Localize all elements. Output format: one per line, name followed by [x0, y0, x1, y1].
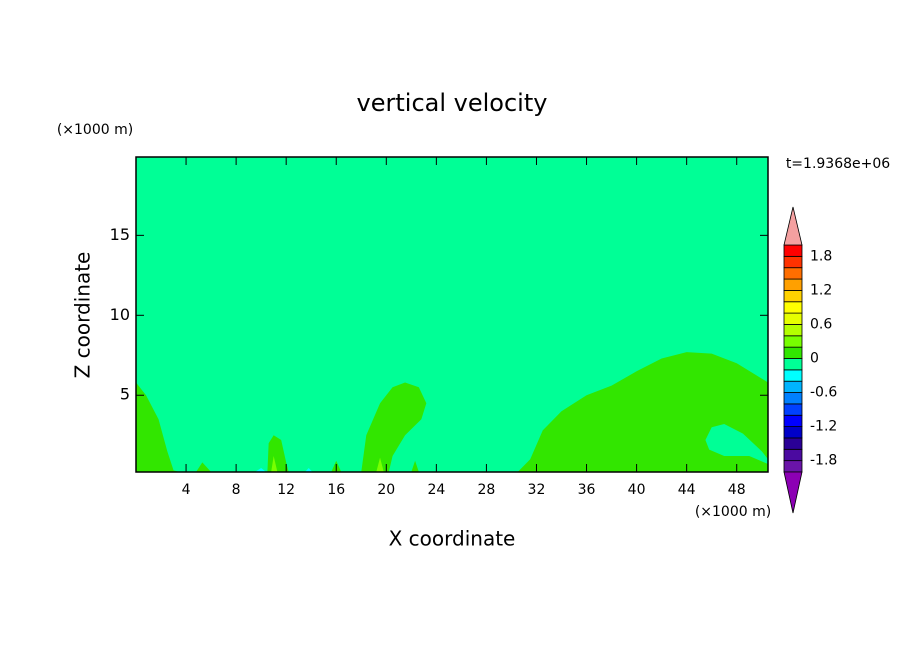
chart-title: vertical velocity [357, 89, 548, 117]
colorbar-box [783, 358, 803, 371]
y-axis-label: Z coordinate [71, 252, 95, 379]
colorbar-label: -0.6 [810, 385, 837, 401]
contour-region [517, 352, 768, 472]
x-tick-label: 36 [578, 482, 596, 498]
colorbar-box [783, 346, 803, 359]
x-unit: (×1000 m) [695, 504, 771, 520]
contour-field [136, 157, 768, 472]
colorbar-top [783, 206, 803, 246]
colorbar-box [783, 403, 803, 416]
colorbar-box [783, 289, 803, 303]
contour-region [376, 457, 384, 472]
plot-frame [135, 156, 769, 473]
x-tick-label: 8 [232, 482, 241, 498]
x-tick-label: 16 [327, 482, 345, 498]
colorbar-box [783, 448, 803, 462]
time-label: t=1.9368e+06 [786, 156, 890, 172]
colorbar-box [783, 278, 803, 291]
colorbar-box [783, 301, 803, 314]
colorbar-label: 0 [810, 351, 819, 367]
x-tick-label: 32 [528, 482, 546, 498]
colorbar-label: -1.8 [810, 453, 837, 469]
contour-region [136, 382, 180, 472]
colorbar-box [783, 460, 803, 473]
contour-region [304, 468, 313, 472]
colorbar-box [783, 255, 803, 269]
colorbar-box [783, 335, 803, 348]
y-unit: (×1000 m) [57, 122, 133, 138]
contour-region [705, 424, 768, 465]
colorbar-label: 0.6 [810, 316, 832, 332]
contour-region [271, 456, 278, 472]
y-tick-label: 5 [120, 385, 130, 404]
x-tick-label: 12 [277, 482, 295, 498]
colorbar-box [783, 369, 803, 382]
colorbar-label: -1.2 [810, 419, 837, 435]
colorbar-box [783, 437, 803, 450]
x-tick-label: 20 [377, 482, 395, 498]
y-tick-label: 15 [110, 225, 130, 244]
contour-region [361, 382, 427, 472]
x-axis-label: X coordinate [389, 527, 516, 551]
y-tick-label: 10 [110, 305, 130, 324]
colorbar-box [783, 414, 803, 428]
x-tick-label: 40 [628, 482, 646, 498]
colorbar-bottom [783, 471, 803, 514]
x-tick-label: 44 [678, 482, 696, 498]
x-tick-label: 48 [728, 482, 746, 498]
x-tick-label: 24 [427, 482, 445, 498]
contour-region [196, 462, 212, 472]
colorbar-box [783, 324, 803, 337]
colorbar-box [783, 244, 803, 257]
contour-region [411, 460, 419, 472]
contour-region [254, 468, 267, 472]
colorbar-box [783, 312, 803, 325]
colorbar-label: 1.2 [810, 282, 832, 298]
colorbar-box [783, 426, 803, 439]
colorbar-box [783, 380, 803, 393]
colorbar-box [783, 267, 803, 280]
x-tick-label: 28 [478, 482, 496, 498]
colorbar-label: 1.8 [810, 248, 832, 264]
x-tick-label: 4 [182, 482, 191, 498]
colorbar-box [783, 392, 803, 405]
